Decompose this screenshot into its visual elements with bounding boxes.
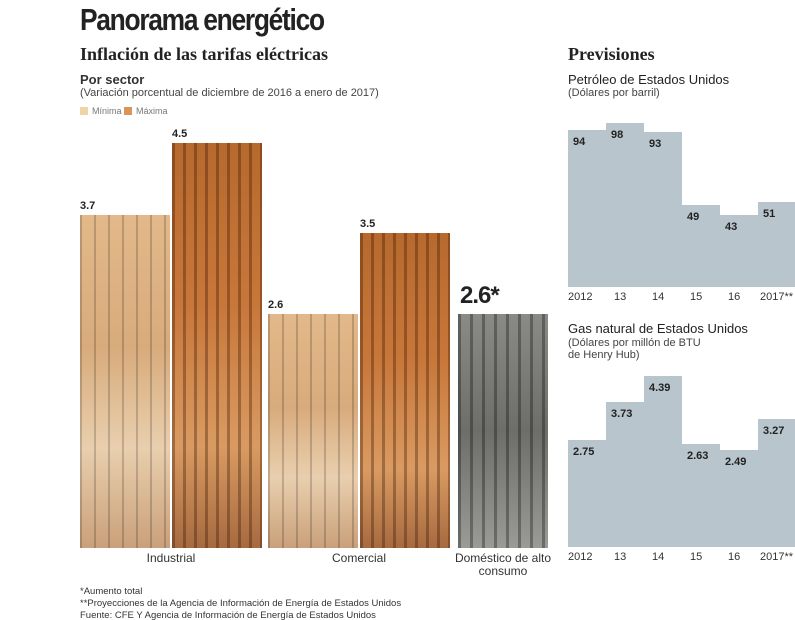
bar [606,123,644,287]
data-label: 2.63 [687,450,709,463]
x-tick-label: 15 [690,551,703,563]
category-label: Doméstico de alto consumo [454,551,552,578]
x-tick-label: 2012 [568,551,593,563]
sector-bar-chart: 3.7 4.5 Industrial 2.6 3.5 Comercial 2.6* Domés… [80,128,551,578]
data-label: 3.7 [80,200,96,212]
data-label: 4.5 [172,128,188,140]
x-tick-label: 2012 [568,291,593,303]
footnote-projections: **Proyecciones de la Agencia de Informac… [80,598,402,609]
data-label: 43 [725,221,738,234]
page-title: Panorama energético [80,2,325,37]
chart-title: Por sector [80,72,145,87]
bar [644,131,682,287]
gas-chart-unit-line1: (Dólares por millón de BTU [568,337,701,349]
source-note: Fuente: CFE Y Agencia de Información de … [80,610,376,620]
data-label: 94 [573,136,586,149]
legend-label: Mínima [92,106,122,116]
bar [720,215,758,287]
legend-swatch [124,107,132,115]
data-label: 4.39 [649,381,671,394]
category-label: Industrial [146,551,196,565]
gas-chart-title: Gas natural de Estados Unidos [568,321,748,336]
oil-chart-title: Petróleo de Estados Unidos [568,72,730,87]
oil-chart-unit: (Dólares por barril) [568,87,660,99]
data-label: 2.75 [573,445,595,458]
legend-item-maxima: Máxima [124,106,168,116]
forecast-title: Previsiones [568,44,655,64]
data-label: 51 [763,207,776,220]
data-label: 2.49 [725,455,747,468]
x-tick-label: 13 [614,551,627,563]
data-label-total: 2.6* [460,282,500,309]
section-title: Inflación de las tarifas eléctricas [80,44,328,64]
category-label: Comercial [331,551,386,565]
bar [644,375,682,547]
chart-subtitle: (Variación porcentual de diciembre de 20… [80,87,379,99]
data-label: 3.5 [360,218,376,230]
data-label: 98 [611,129,624,142]
legend-swatch [80,107,88,115]
bar [682,444,720,547]
bar-minima [268,314,358,548]
x-tick-label: 16 [728,291,741,303]
x-tick-label: 14 [652,291,665,303]
bar-maxima [360,233,450,548]
bar-maxima [172,143,262,548]
bar [568,130,606,287]
bar [682,205,720,287]
bar [720,449,758,547]
bar-minima [80,215,170,548]
data-label: 93 [649,137,662,150]
bar [758,201,795,287]
legend-label: Máxima [136,106,168,116]
x-tick-label: 14 [652,551,665,563]
x-tick-label: 13 [614,291,627,303]
data-label: 2.6 [268,299,284,311]
legend-item-minima: Mínima [80,106,122,116]
footnote-total: *Aumento total [80,586,143,597]
data-label: 3.73 [611,407,633,420]
bar [606,401,644,547]
bar [568,439,606,547]
gas-chart-unit-line2: de Henry Hub) [568,349,640,361]
x-tick-label: 2017** [760,291,794,303]
bar-total [458,314,548,548]
bar [758,419,795,547]
x-tick-label: 15 [690,291,703,303]
x-tick-label: 16 [728,551,741,563]
data-label: 49 [687,211,700,224]
x-tick-label: 2017** [760,551,794,563]
data-label: 3.27 [763,425,785,438]
